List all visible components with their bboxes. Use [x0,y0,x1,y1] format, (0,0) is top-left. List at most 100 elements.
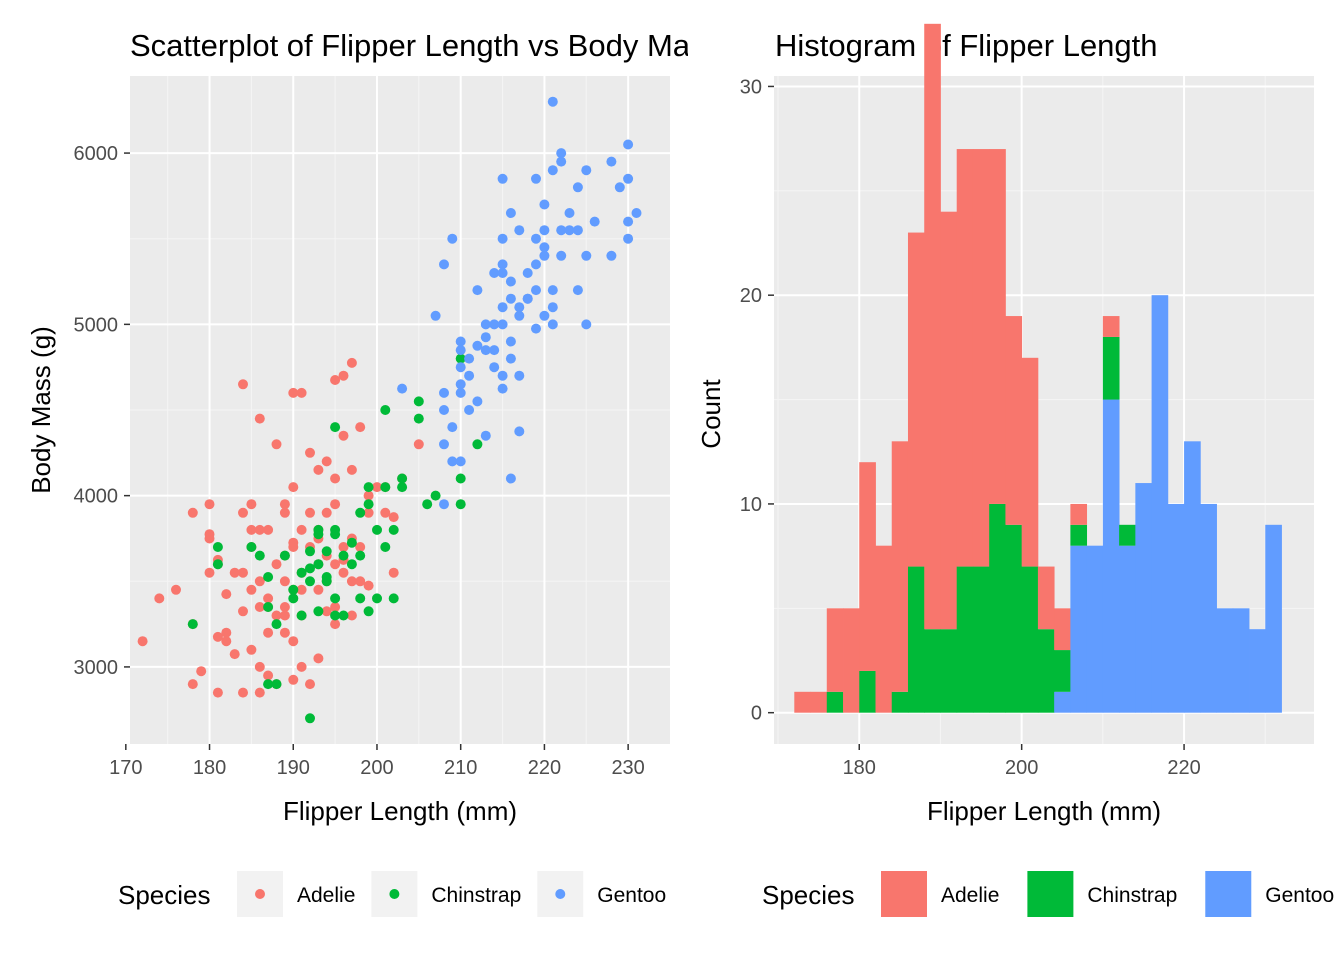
scatter-point-adelie [229,567,240,578]
scatter-y-axis-title: Body Mass (g) [26,326,56,494]
histogram-bar-chinstrap [1119,524,1136,546]
histogram-bar-gentoo [1054,691,1071,713]
scatter-x-axis-title: Flipper Length (mm) [283,796,517,826]
scatter-point-gentoo [547,165,558,176]
histogram-bar-adelie [907,232,925,567]
scatter-point-chinstrap [372,524,382,535]
scatter-point-adelie [355,422,366,433]
histogram-bar-chinstrap [859,670,876,713]
scatter-x-tick-label: 230 [611,757,644,779]
histogram-bar-adelie [843,608,860,713]
scatter-point-adelie [346,576,357,587]
scatter-point-adelie [263,593,274,604]
scatter-point-adelie [330,559,341,570]
histogram-bar-adelie [859,462,876,671]
scatter-point-gentoo [547,285,558,296]
scatter-point-chinstrap [246,542,257,552]
scatter-point-chinstrap [254,550,265,561]
histogram-y-tick-label: 30 [740,76,762,98]
scatter-point-chinstrap [187,619,198,630]
histogram-bar-adelie [956,149,974,567]
scatter-point-gentoo [606,156,617,167]
histogram-bar-adelie [1005,316,1023,525]
scatter-point-adelie [271,559,282,570]
scatter-point-chinstrap [271,619,282,630]
scatter-x-tick-label: 190 [277,757,310,779]
scatter-legend-title: Species [118,880,211,910]
scatter-point-gentoo [472,285,483,296]
scatter-point-chinstrap [363,482,374,493]
scatter-point-gentoo [589,216,600,227]
scatter-point-gentoo [514,426,525,437]
scatter-point-adelie [238,606,248,617]
scatter-point-gentoo [497,302,508,313]
histogram-x-tick-label: 200 [1005,757,1038,779]
histogram-legend-key [1027,871,1074,917]
scatter-point-chinstrap [212,559,223,570]
histogram-x-axis-title: Flipper Length (mm) [927,796,1161,826]
histogram-bar-adelie [1054,608,1071,651]
scatter-point-adelie [305,679,315,690]
scatter-point-chinstrap [296,567,307,578]
scatter-point-gentoo [455,387,466,398]
scatter-point-gentoo [539,225,550,236]
scatter-legend: Species Adelie Chinstrap Gentoo [118,871,666,917]
scatter-points [137,96,642,724]
scatter-legend-item-chinstrap: Chinstrap [371,871,521,917]
scatter-point-adelie [305,507,315,518]
scatter-point-chinstrap [380,405,391,415]
scatter-point-chinstrap [263,572,274,582]
histogram-bar-chinstrap [956,566,974,713]
scatter-point-gentoo [455,362,466,373]
scatter-point-gentoo [547,319,558,330]
scatter-point-chinstrap [321,546,332,557]
scatter-point-adelie [229,649,240,660]
scatter-point-gentoo [480,345,491,356]
scatter-legend-item-adelie: Adelie [237,871,355,917]
scatter-point-adelie [221,627,232,638]
scatter-point-gentoo [497,268,508,278]
scatter-x-tick-label: 170 [109,757,142,779]
scatter-point-chinstrap [263,679,274,690]
scatter-point-gentoo [572,182,583,193]
scatter-point-chinstrap [472,439,483,450]
histogram-x-tick-label: 180 [843,757,876,779]
scatter-point-chinstrap [397,482,408,493]
scatter-point-gentoo [623,139,634,150]
scatter-point-chinstrap [330,593,341,604]
scatter-point-gentoo [480,332,491,343]
scatter-point-chinstrap [263,602,274,612]
histogram-axes: 180 200 220 0 10 20 30 [740,76,1201,779]
histogram-bar-adelie [924,23,941,630]
scatter-point-chinstrap [363,499,374,510]
scatter-point-chinstrap [288,593,299,604]
scatter-point-gentoo [531,259,541,270]
scatter-point-adelie [254,687,265,698]
histogram-legend-key [1205,871,1252,917]
scatter-point-gentoo [556,225,567,236]
scatter-point-gentoo [455,379,466,390]
histogram-bar-adelie [972,149,990,567]
scatter-point-gentoo [614,182,625,193]
scatter-point-gentoo [547,302,558,313]
scatter-point-gentoo [439,439,449,450]
scatter-point-adelie [296,584,307,595]
scatter-point-chinstrap [455,499,466,510]
scatter-y-tick-label: 3000 [74,657,119,679]
scatter-point-gentoo [623,216,634,227]
scatter-point-gentoo [464,353,475,364]
scatter-point-adelie [313,464,324,475]
scatter-point-gentoo [581,319,592,330]
scatter-point-chinstrap [279,550,290,561]
histogram-legend-item-gentoo: Gentoo [1205,871,1334,917]
scatter-point-adelie [363,507,374,518]
scatter-point-gentoo [447,233,458,244]
histogram-bar-gentoo [1184,441,1201,713]
histogram-y-tick-label: 0 [751,703,762,725]
histogram-bar-chinstrap [940,629,958,713]
scatter-x-tick-label: 220 [528,757,561,779]
scatter-point-adelie [363,580,374,591]
scatter-point-chinstrap [338,550,349,561]
histogram-x-tick-label: 220 [1167,757,1200,779]
histogram-bar-gentoo [1070,545,1088,713]
